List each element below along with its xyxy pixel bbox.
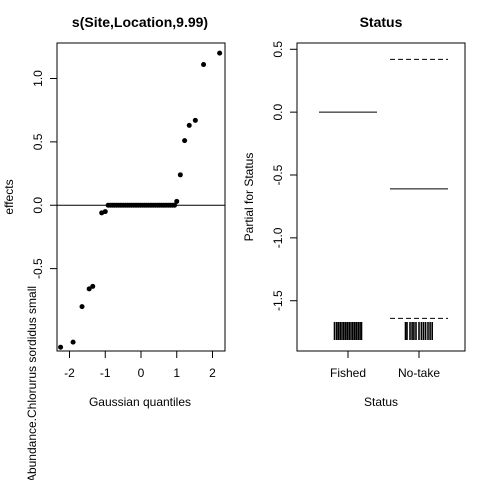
panel1-x-axis-label: Gaussian quantiles <box>89 395 191 409</box>
panel1-x-tick-label: -2 <box>64 366 75 380</box>
panel2-y-tick-label: -0.5 <box>271 164 285 185</box>
panel1-point <box>90 283 96 289</box>
panel1-point <box>79 304 85 310</box>
panel2-rug <box>333 322 434 340</box>
panel2-y-tick-label: 0.5 <box>271 41 285 58</box>
panel1-point <box>58 344 64 350</box>
panel1-point <box>217 50 223 56</box>
panel1-point <box>192 117 198 123</box>
panel2-x-tick-label: No-take <box>398 366 440 380</box>
panel1-point <box>102 209 108 215</box>
panel2-y-axis-label: Partial for Status <box>242 153 256 242</box>
panel1-title: s(Site,Location,9.99) <box>72 14 208 30</box>
panel1-y-tick-label: 0.0 <box>31 197 45 214</box>
panel1-point <box>174 198 180 204</box>
panel1-point <box>201 62 207 68</box>
panel1-point <box>182 138 188 144</box>
panel2-x-tick-label: Fished <box>330 366 366 380</box>
panel1-y-axis-label: effects <box>2 179 16 214</box>
panel1-x-tick-label: 1 <box>173 366 180 380</box>
panel-status-termplot: Status Fished No-take -1.5-1.0-0.50.00.5 … <box>242 14 466 409</box>
panel1-point <box>186 122 192 128</box>
panel-site-location-effects: s(Site,Location,9.99) -2 -1 0 1 2 -0.5 0.0 0.5… <box>2 14 226 480</box>
panel1-y-axis: -0.5 0.0 0.5 1.0 <box>31 70 57 279</box>
panel1-point <box>86 286 92 292</box>
panel2-y-tick-label: -1.0 <box>271 227 285 248</box>
panel2-fit-lines <box>319 58 448 319</box>
panel2-y-tick-label: -1.5 <box>271 290 285 311</box>
panel2-title: Status <box>360 14 403 30</box>
panel2-plot-box <box>296 42 466 352</box>
panel1-y-tick-label: -0.5 <box>31 258 45 279</box>
panel1-points <box>58 50 223 350</box>
panel1-y-tick-label: 1.0 <box>31 70 45 87</box>
panel1-point <box>177 172 183 178</box>
panel2-y-tick-label: 0.0 <box>271 103 285 120</box>
panel1-x-tick-label: -1 <box>100 366 111 380</box>
panel2-x-axis-label: Status <box>364 395 398 409</box>
panel1-x-axis: -2 -1 0 1 2 <box>64 351 216 380</box>
panel1-y-axis-overflow-label: Abundance.Chlorurus sordidus small <box>25 286 39 480</box>
panel2-x-axis: Fished No-take <box>330 351 440 380</box>
panel1-y-tick-label: 0.5 <box>31 133 45 150</box>
panel1-x-tick-label: 2 <box>209 366 216 380</box>
panel2-y-axis: -1.5 -1.0 -0.5 0.0 0.5 <box>271 41 297 311</box>
panel1-x-tick-label: 0 <box>138 366 145 380</box>
panel1-point <box>172 202 178 208</box>
panel1-point <box>70 339 76 345</box>
